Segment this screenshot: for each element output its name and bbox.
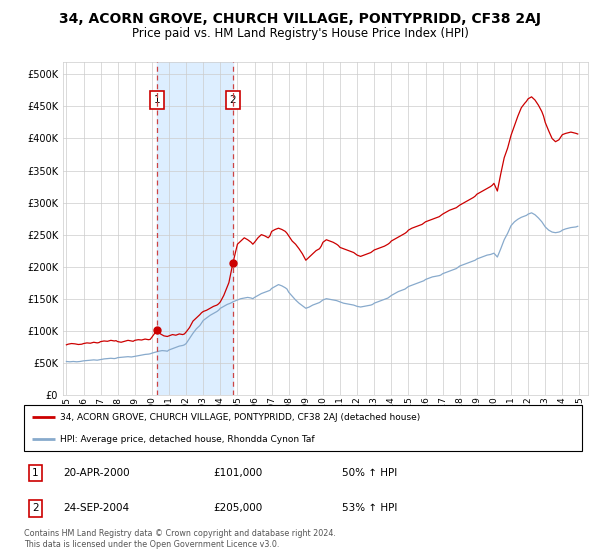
- Text: 50% ↑ HPI: 50% ↑ HPI: [342, 468, 397, 478]
- Text: 20-APR-2000: 20-APR-2000: [63, 468, 130, 478]
- Text: Contains HM Land Registry data © Crown copyright and database right 2024.
This d: Contains HM Land Registry data © Crown c…: [24, 529, 336, 549]
- Text: 1: 1: [154, 95, 160, 105]
- FancyBboxPatch shape: [24, 405, 582, 451]
- Text: 2: 2: [32, 503, 38, 513]
- Bar: [157, 62, 233, 395]
- Text: 34, ACORN GROVE, CHURCH VILLAGE, PONTYPRIDD, CF38 2AJ: 34, ACORN GROVE, CHURCH VILLAGE, PONTYPR…: [59, 12, 541, 26]
- Text: HPI: Average price, detached house, Rhondda Cynon Taf: HPI: Average price, detached house, Rhon…: [60, 435, 315, 444]
- Text: 2: 2: [230, 95, 236, 105]
- Text: 34, ACORN GROVE, CHURCH VILLAGE, PONTYPRIDD, CF38 2AJ (detached house): 34, ACORN GROVE, CHURCH VILLAGE, PONTYPR…: [60, 413, 421, 422]
- Text: 1: 1: [32, 468, 38, 478]
- Text: £205,000: £205,000: [214, 503, 263, 513]
- Text: Price paid vs. HM Land Registry's House Price Index (HPI): Price paid vs. HM Land Registry's House …: [131, 27, 469, 40]
- Text: 53% ↑ HPI: 53% ↑ HPI: [342, 503, 397, 513]
- Text: 24-SEP-2004: 24-SEP-2004: [63, 503, 129, 513]
- Text: £101,000: £101,000: [214, 468, 263, 478]
